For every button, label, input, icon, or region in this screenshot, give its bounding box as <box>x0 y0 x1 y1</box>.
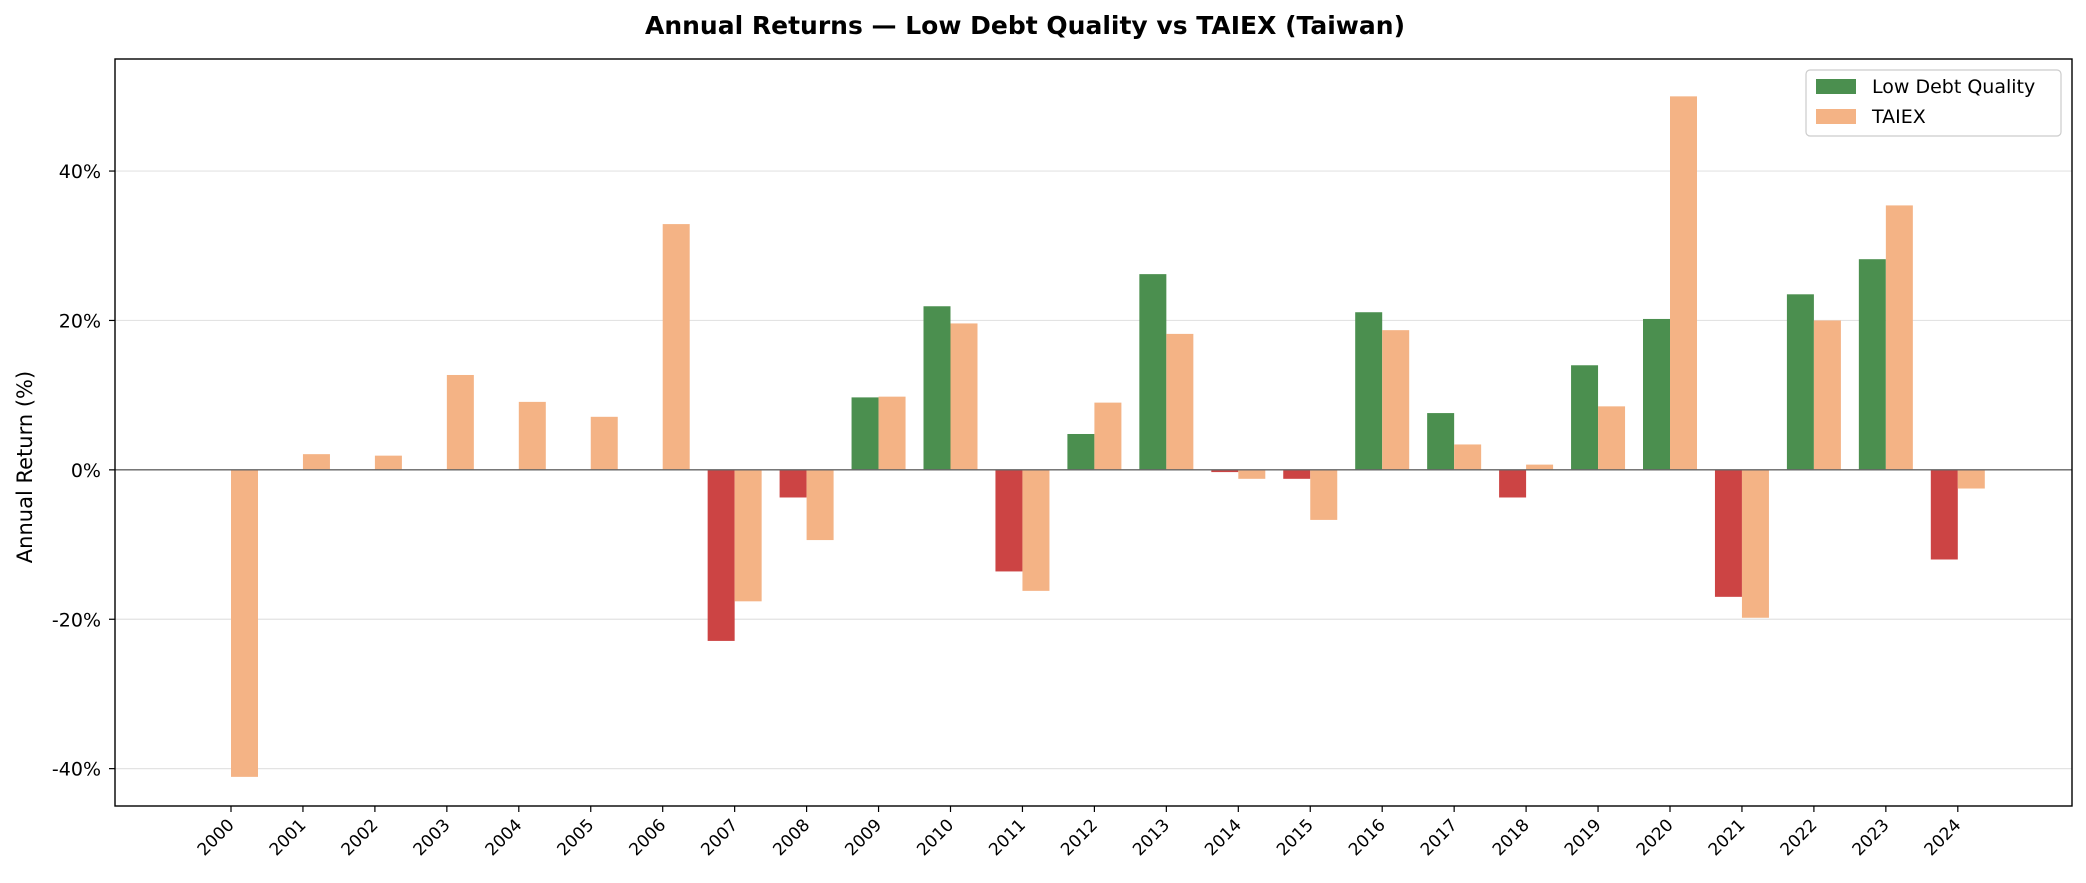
y-tick-label: -40% <box>52 759 101 781</box>
x-tick-label: 2003 <box>410 815 455 860</box>
bar-low-debt-quality <box>1643 318 1670 470</box>
bar-low-debt-quality <box>1858 259 1886 470</box>
y-tick-label: 0% <box>71 460 101 482</box>
plot-frame <box>114 58 2073 807</box>
legend-swatch <box>1816 109 1856 124</box>
y-axis-label: Annual Return (%) <box>13 371 37 563</box>
x-tick-label: 2016 <box>1345 815 1390 860</box>
bar-low-debt-quality <box>923 306 951 470</box>
x-tick-label: 2018 <box>1489 815 1534 860</box>
bar-low-debt-quality <box>1499 469 1527 498</box>
bar-taiex <box>1957 469 1985 489</box>
bar-taiex <box>1885 205 1913 470</box>
bar-low-debt-quality <box>779 469 807 498</box>
bar-low-debt-quality <box>1786 294 1814 470</box>
y-tick-label: 40% <box>59 161 101 183</box>
legend-swatch <box>1816 79 1856 94</box>
x-tick-label: 2008 <box>769 815 814 860</box>
bar-taiex <box>1166 333 1194 470</box>
bar-taiex <box>1526 464 1554 470</box>
bar-taiex <box>518 401 546 470</box>
x-tick-label: 2019 <box>1561 815 1606 860</box>
bar-taiex <box>302 454 330 470</box>
x-tick-label: 2006 <box>626 815 671 860</box>
y-tick-label: -20% <box>52 609 101 631</box>
bar-taiex <box>662 224 690 470</box>
bar-taiex <box>1022 469 1050 591</box>
bar-taiex <box>590 416 618 470</box>
bar-taiex <box>231 469 258 777</box>
bar-low-debt-quality <box>1427 413 1455 470</box>
bar-taiex <box>1670 96 1697 470</box>
x-tick-label: 2001 <box>266 815 311 860</box>
x-tick-label: 2009 <box>841 815 886 860</box>
x-tick-label: 2004 <box>482 815 527 860</box>
bar-taiex <box>734 469 762 602</box>
x-tick-label: 2022 <box>1777 815 1822 860</box>
x-tick-label: 2000 <box>194 815 239 860</box>
x-tick-label: 2013 <box>1129 815 1174 860</box>
bar-low-debt-quality <box>707 469 735 641</box>
bar-taiex <box>1454 444 1482 470</box>
bar-low-debt-quality <box>1211 469 1239 473</box>
x-tick-label: 2014 <box>1201 815 1246 860</box>
bar-taiex <box>950 323 978 470</box>
bar-low-debt-quality <box>1283 469 1311 479</box>
bar-taiex <box>878 396 906 470</box>
legend-label: TAIEX <box>1871 106 1926 128</box>
bar-taiex <box>1813 320 1841 470</box>
x-tick-label: 2023 <box>1849 815 1894 860</box>
bar-low-debt-quality <box>995 469 1023 572</box>
x-tick-label: 2011 <box>985 815 1030 860</box>
x-tick-label: 2010 <box>913 815 958 860</box>
legend: Low Debt Quality TAIEX <box>1805 69 2062 137</box>
bar-taiex <box>1238 469 1266 479</box>
bar-taiex <box>1741 469 1769 618</box>
x-tick-label: 2007 <box>697 815 742 860</box>
x-tick-label: 2017 <box>1417 815 1462 860</box>
x-tick-label: 2002 <box>338 815 383 860</box>
bar-low-debt-quality <box>1571 365 1599 470</box>
chart-title: Annual Returns — Low Debt Quality vs TAI… <box>645 11 1405 40</box>
bar-low-debt-quality <box>1930 469 1958 560</box>
x-tick-label: 2012 <box>1057 815 1102 860</box>
bar-taiex <box>446 374 474 470</box>
x-tick-label: 2020 <box>1633 815 1678 860</box>
legend-box <box>1805 69 2062 137</box>
bar-taiex <box>1598 406 1626 470</box>
bar-taiex <box>1382 330 1410 470</box>
x-tick-label: 2024 <box>1921 815 1966 860</box>
axes: -40% -20% 0% 20% 40% 2000 2001 2002 2003 2004 2005… <box>52 58 2073 860</box>
bar-low-debt-quality <box>1355 312 1383 470</box>
bar-taiex <box>374 455 402 470</box>
bars <box>231 96 1985 777</box>
bar-taiex <box>1310 469 1338 520</box>
x-tick-label: 2021 <box>1705 815 1750 860</box>
bar-low-debt-quality <box>1067 433 1095 470</box>
x-tick-label: 2005 <box>554 815 599 860</box>
bar-low-debt-quality <box>1714 469 1742 597</box>
bar-low-debt-quality <box>1139 274 1167 470</box>
bar-low-debt-quality <box>851 397 879 470</box>
bar-taiex <box>806 469 834 541</box>
legend-label: Low Debt Quality <box>1872 76 2035 98</box>
bar-taiex <box>1094 402 1122 470</box>
x-tick-label: 2015 <box>1273 815 1318 860</box>
y-tick-label: 20% <box>59 310 101 332</box>
